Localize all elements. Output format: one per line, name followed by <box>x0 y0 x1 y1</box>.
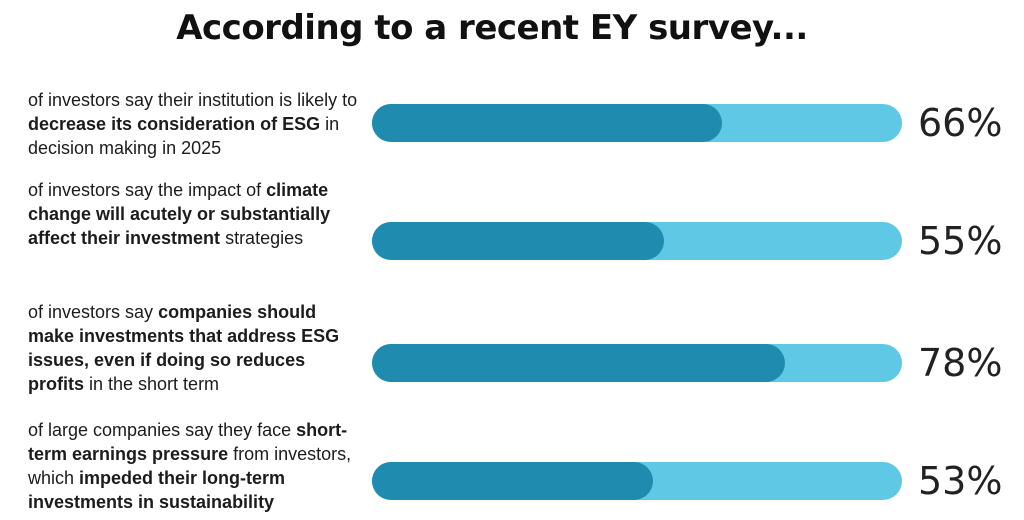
label-text: of large companies say they face <box>28 420 297 440</box>
bar-fill <box>372 222 664 260</box>
bar-category-label: of investors say companies should make i… <box>28 300 358 396</box>
label-bold-text: climate change will acutely or substanti… <box>28 180 331 248</box>
label-bold-text: companies should make investments that a… <box>28 302 340 394</box>
label-text: in the short term <box>84 374 220 394</box>
bar-value-label: 66% <box>918 101 1003 145</box>
bar-fill <box>372 462 653 500</box>
bar-track <box>372 104 902 142</box>
bar-category-label: of investors say the impact of climate c… <box>28 178 358 250</box>
label-text: from investors, which <box>28 444 352 488</box>
label-bold-text: short-term earnings pressure <box>28 420 348 464</box>
bar-category-label: of large companies say they face short-t… <box>28 418 358 514</box>
label-text: of investors say their institution is li… <box>28 90 358 110</box>
label-bold-text: decrease its consideration of ESG <box>28 114 321 134</box>
bar-track <box>372 222 902 260</box>
chart-title: According to a recent EY survey... <box>176 8 808 48</box>
label-text: in decision making in 2025 <box>28 114 340 158</box>
bar-category-label: of investors say their institution is li… <box>28 88 358 160</box>
label-text: of investors say the impact of <box>28 180 267 200</box>
bar-value-label: 53% <box>918 459 1003 503</box>
label-bold-text: impeded their long-term investments in s… <box>28 468 286 512</box>
label-text: strategies <box>220 228 304 248</box>
label-text: of investors say <box>28 302 159 322</box>
bar-track <box>372 462 902 500</box>
bar-value-label: 78% <box>918 341 1003 385</box>
bar-track <box>372 344 902 382</box>
bar-fill <box>372 104 722 142</box>
bar-fill <box>372 344 785 382</box>
bar-value-label: 55% <box>918 219 1003 263</box>
